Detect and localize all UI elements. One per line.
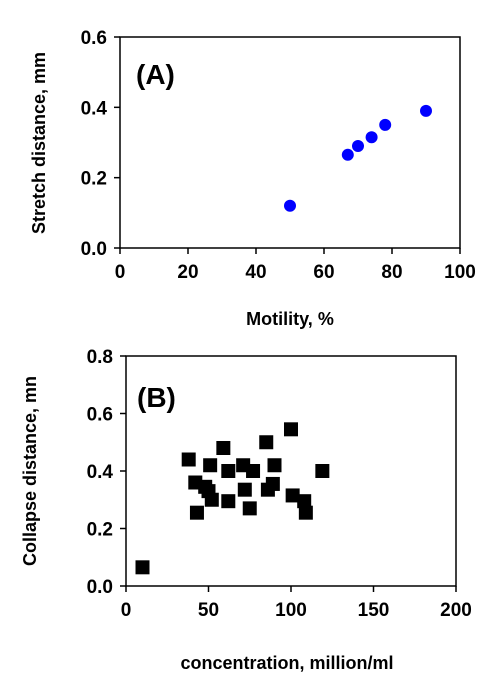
panel-a-label: (A) <box>136 59 175 90</box>
panel-b-data-point <box>242 501 257 516</box>
panel-a-data-point <box>284 199 296 212</box>
panel-b: (B) concentration, million/ml Collapse d… <box>20 347 472 673</box>
panel-a-y-tick-label: 0.4 <box>81 98 108 119</box>
panel-b-y-tick-label: 0.6 <box>87 405 113 426</box>
panel-b-y-axis-title: Collapse distance, mn <box>20 376 40 566</box>
panel-b-data-point <box>216 441 231 455</box>
panel-b-x-tick-label: 0 <box>121 600 132 621</box>
panel-a-plot-frame <box>119 36 461 249</box>
panel-b-ticks: 0 50 100 150 200 0.0 0.2 0.4 0.6 0.8 <box>87 347 472 621</box>
panel-b-y-tick-label: 0.0 <box>87 577 113 598</box>
panel-b-points <box>135 422 330 575</box>
panel-a-data-point <box>352 140 364 153</box>
panel-b-y-tick-label: 0.2 <box>87 520 113 541</box>
panel-a-data-point <box>365 131 378 144</box>
panel-b-x-tick-label: 200 <box>440 600 472 621</box>
panel-a-x-tick-label: 100 <box>444 262 476 283</box>
panel-a-points <box>284 104 432 212</box>
panel-a-data-point <box>379 118 392 131</box>
panel-b-data-point <box>284 422 298 437</box>
panel-b-data-point <box>181 452 196 467</box>
panel-a-x-tick-label: 40 <box>245 262 266 283</box>
panel-b-data-point <box>203 458 218 473</box>
panel-b-y-tick-label: 0.4 <box>87 462 114 483</box>
panel-b-data-point <box>204 492 219 507</box>
panel-b-data-point <box>259 435 274 450</box>
panel-b-data-point <box>246 464 261 478</box>
panel-a-y-tick-label: 0.6 <box>81 28 107 49</box>
panel-b-x-tick-label: 150 <box>358 600 390 621</box>
panel-b-data-point <box>298 505 313 520</box>
panel-a-x-tick-label: 0 <box>115 262 126 283</box>
panel-a-y-axis-title: Stretch distance, mm <box>29 52 49 234</box>
panel-a-x-tick-label: 60 <box>313 262 334 283</box>
panel-a-x-tick-label: 80 <box>381 262 402 283</box>
panel-b-data-point <box>297 494 312 509</box>
panel-b-x-tick-label: 50 <box>198 600 219 621</box>
panel-b-data-point <box>221 494 236 509</box>
panel-a-ticks: 0 20 40 60 80 100 0.0 0.2 0.4 0.6 <box>81 28 476 283</box>
panel-a-data-point <box>420 104 432 117</box>
panel-b-data-point <box>237 482 252 497</box>
panel-a-y-tick-label: 0.2 <box>81 169 107 190</box>
panel-b-data-point <box>189 505 204 520</box>
panel-a-y-tick-label: 0.0 <box>81 239 107 260</box>
panel-b-label: (B) <box>137 382 176 413</box>
panel-a-data-point <box>341 148 354 161</box>
panel-b-data-point <box>221 464 236 478</box>
panel-b-data-point <box>267 458 282 473</box>
panel-a: (A) Motility, % Stretch distance, mm 0 20… <box>29 28 476 329</box>
panel-a-x-axis-title: Motility, % <box>246 309 334 329</box>
panel-b-data-point <box>285 488 300 503</box>
panel-b-y-tick-label: 0.8 <box>87 347 113 368</box>
panel-b-data-point <box>135 560 150 575</box>
panel-b-data-point <box>315 464 330 478</box>
panel-b-x-tick-label: 100 <box>275 600 307 621</box>
panel-a-x-tick-label: 20 <box>177 262 198 283</box>
panel-b-data-point <box>265 476 280 491</box>
panel-b-x-axis-title: concentration, million/ml <box>180 653 393 673</box>
